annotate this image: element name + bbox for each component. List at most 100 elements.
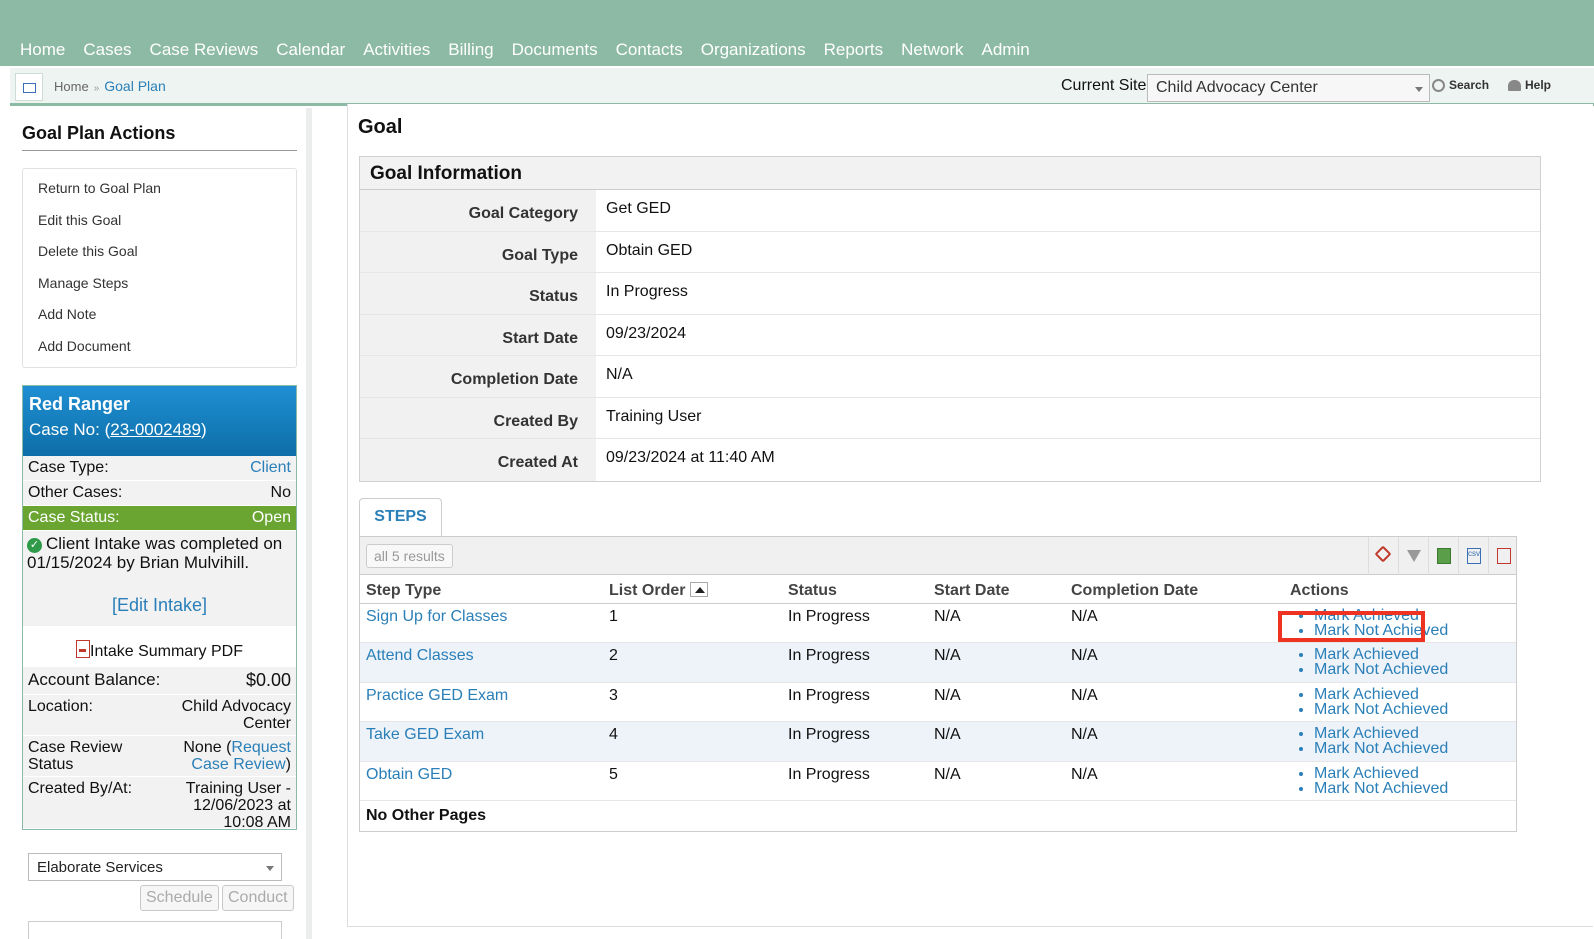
step-link[interactable]: Sign Up for Classes: [366, 607, 508, 625]
step-link[interactable]: Take GED Exam: [366, 726, 485, 743]
mark-achieved-link[interactable]: Mark Achieved: [1314, 725, 1419, 742]
export-excel-button[interactable]: [1428, 537, 1458, 575]
mark-achieved-link[interactable]: Mark Achieved: [1314, 646, 1419, 663]
nav-home[interactable]: Home: [20, 40, 66, 59]
start-date-cell: N/A: [928, 682, 1065, 722]
nav-cases[interactable]: Cases: [83, 40, 132, 59]
return-to-goal-plan-link[interactable]: Return to Goal Plan: [38, 180, 161, 196]
nav-billing[interactable]: Billing: [448, 40, 494, 59]
conduct-button[interactable]: Conduct: [222, 885, 294, 911]
sort-ascending-icon[interactable]: [689, 581, 708, 597]
step-link[interactable]: Practice GED Exam: [366, 686, 509, 704]
created-row: Created By/At: Training User - 12/06/202…: [23, 777, 296, 831]
excel-icon: [1437, 548, 1451, 564]
nav-organizations[interactable]: Organizations: [700, 40, 806, 59]
intake-pdf-row: Intake Summary PDF: [23, 626, 296, 667]
csv-icon: csv: [1467, 548, 1481, 564]
add-note-link[interactable]: Add Note: [38, 306, 97, 322]
account-balance-row: Account Balance: $0.00: [23, 667, 296, 695]
current-site-value: Child Advocacy Center: [1156, 79, 1318, 96]
goal-information-title: Goal Information: [360, 157, 1540, 190]
nav-activities[interactable]: Activities: [363, 40, 431, 59]
column-header-start-date[interactable]: Start Date: [928, 575, 1065, 604]
nav-contacts[interactable]: Contacts: [615, 40, 683, 59]
column-header-status[interactable]: Status: [782, 575, 928, 604]
case-review-none: None (: [183, 739, 232, 756]
step-link[interactable]: Attend Classes: [366, 647, 474, 664]
clear-filter-button[interactable]: [1368, 537, 1398, 575]
table-row: Attend Classes 2 In Progress N/A N/A Mar…: [360, 642, 1516, 683]
column-header-step-type[interactable]: Step Type: [360, 575, 603, 604]
filter-button[interactable]: [1398, 537, 1428, 575]
left-sidebar: Goal Plan Actions Return to Goal Plan Ed…: [10, 108, 312, 939]
breadcrumb-home[interactable]: Home: [54, 79, 89, 94]
mark-not-achieved-link[interactable]: Mark Not Achieved: [1314, 779, 1449, 797]
manage-steps-link[interactable]: Manage Steps: [38, 274, 129, 291]
goal-info-row: Goal Category Get GED: [360, 190, 1540, 232]
client-name: Red Ranger: [29, 394, 131, 414]
case-type-link[interactable]: Client: [250, 459, 291, 476]
case-number-link[interactable]: 23-0002489: [110, 420, 202, 439]
goal-info-row: Start Date 09/23/2024: [360, 314, 1540, 356]
intake-summary-pdf-link[interactable]: Intake Summary PDF: [90, 643, 243, 660]
request-case-review-link[interactable]: Request Case Review: [191, 739, 291, 773]
mark-achieved-link[interactable]: Mark Achieved: [1314, 764, 1419, 782]
goal-info-row: Completion Date N/A: [360, 356, 1540, 398]
schedule-button[interactable]: Schedule: [140, 885, 219, 911]
start-date-cell: N/A: [928, 721, 1065, 762]
edit-intake-link[interactable]: [Edit Intake]: [111, 595, 208, 615]
case-review-close: ): [285, 756, 291, 773]
mark-not-achieved-link[interactable]: Mark Not Achieved: [1314, 700, 1449, 718]
breadcrumb-bar: Home » Goal Plan Current Site Child Advoca…: [10, 68, 1594, 106]
search-link[interactable]: Search: [1432, 78, 1489, 92]
case-review-value: None (Request Case Review): [161, 739, 291, 773]
help-label: Help: [1525, 78, 1552, 92]
nav-case-reviews[interactable]: Case Reviews: [149, 40, 259, 59]
mark-not-achieved-link[interactable]: Mark Not Achieved: [1314, 740, 1449, 757]
step-link[interactable]: Obtain GED: [366, 765, 453, 783]
mark-achieved-link[interactable]: Mark Achieved: [1314, 685, 1419, 703]
edit-goal-link[interactable]: Edit this Goal: [38, 211, 122, 228]
mark-not-achieved-link[interactable]: Mark Not Achieved: [1314, 621, 1449, 639]
current-site-label: Current Site: [1061, 77, 1147, 94]
other-cases-row: Other Cases: No: [23, 481, 296, 506]
nav-admin[interactable]: Admin: [981, 40, 1030, 59]
results-count[interactable]: all 5 results: [366, 544, 453, 568]
breadcrumb-current[interactable]: Goal Plan: [104, 78, 166, 94]
nav-reports[interactable]: Reports: [823, 40, 884, 59]
service-select[interactable]: Elaborate Services: [28, 853, 282, 881]
current-site-select[interactable]: Child Advocacy Center: [1147, 74, 1430, 102]
account-balance-label: Account Balance:: [28, 670, 161, 689]
nav-network[interactable]: Network: [901, 40, 964, 59]
tab-steps[interactable]: STEPS: [359, 498, 442, 536]
completion-date-cell: N/A: [1065, 721, 1284, 762]
export-csv-button[interactable]: csv: [1458, 537, 1488, 575]
add-document-link[interactable]: Add Document: [38, 337, 131, 354]
column-header-completion-date[interactable]: Completion Date: [1065, 575, 1284, 604]
goal-category-label: Goal Category: [360, 190, 596, 231]
export-pdf-button[interactable]: [1488, 537, 1518, 575]
case-number-close: ): [201, 420, 207, 439]
sidebar-toggle-icon[interactable]: [15, 73, 43, 101]
completion-date-cell: N/A: [1065, 682, 1284, 722]
delete-goal-link[interactable]: Delete this Goal: [38, 243, 138, 259]
goal-info-row: Status In Progress: [360, 273, 1540, 315]
completion-date-label: Completion Date: [360, 356, 596, 397]
nav-calendar[interactable]: Calendar: [276, 40, 346, 59]
created-by-label: Created By: [360, 397, 596, 438]
column-header-list-order[interactable]: List Order: [603, 575, 782, 604]
help-link[interactable]: Help: [1508, 78, 1551, 92]
mark-not-achieved-link[interactable]: Mark Not Achieved: [1314, 661, 1449, 678]
row-actions: Mark Achieved Mark Not Achieved: [1290, 764, 1510, 797]
clear-filter-icon: [1374, 545, 1392, 563]
nav-documents[interactable]: Documents: [511, 40, 598, 59]
created-by-value: Training User: [606, 407, 702, 425]
grid-toolbar: all 5 results csv: [360, 537, 1516, 575]
goal-type-value: Obtain GED: [606, 241, 693, 259]
pdf-icon: [1497, 548, 1511, 564]
row-actions: Mark Achieved Mark Not Achieved: [1290, 646, 1510, 678]
search-label: Search: [1449, 78, 1490, 92]
created-at-value: 09/23/2024 at 11:40 AM: [606, 449, 775, 466]
start-date-cell: N/A: [928, 761, 1065, 801]
intake-status: ✓ Client Intake was completed on 01/15/20…: [23, 531, 296, 575]
